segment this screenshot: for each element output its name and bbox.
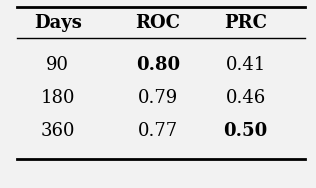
- Text: 0.79: 0.79: [138, 89, 178, 107]
- Text: 0.80: 0.80: [136, 56, 180, 74]
- Text: 90: 90: [46, 56, 69, 74]
- Text: ROC: ROC: [136, 14, 180, 32]
- Text: 0.50: 0.50: [224, 122, 268, 140]
- Text: 0.41: 0.41: [226, 56, 266, 74]
- Text: 360: 360: [40, 122, 75, 140]
- Text: 0.77: 0.77: [138, 122, 178, 140]
- Text: 180: 180: [40, 89, 75, 107]
- Text: PRC: PRC: [224, 14, 267, 32]
- Text: Days: Days: [34, 14, 82, 32]
- Text: 0.46: 0.46: [226, 89, 266, 107]
